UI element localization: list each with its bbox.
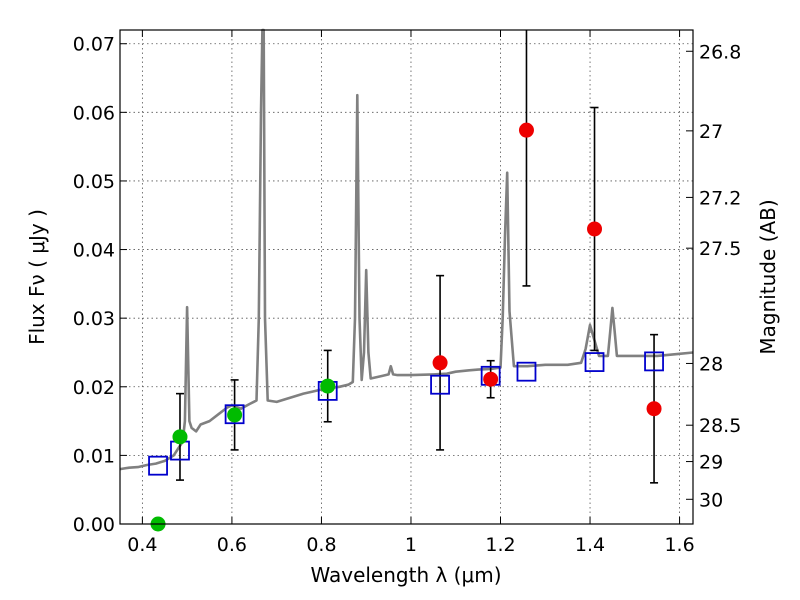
plot-frame (119, 29, 694, 525)
model-square (644, 351, 664, 372)
red-data-point (483, 371, 499, 387)
red-data-point (518, 122, 534, 138)
x-tick-label: 1 (405, 534, 417, 556)
y-tick-label: 0.04 (73, 240, 115, 262)
model-square (224, 404, 245, 425)
right-tick-label: 30 (699, 489, 723, 511)
model-spectrum (119, 28, 694, 471)
model-square (584, 352, 605, 372)
green-data-point (320, 378, 336, 394)
x-tick-label: 0.8 (306, 534, 336, 556)
y-tick-label: 0.06 (73, 102, 115, 124)
right-axis-title: Magnitude (AB) (756, 199, 780, 354)
tick-marks (120, 30, 693, 525)
right-tick-label: 29 (699, 452, 723, 474)
x-tick-label: 0.6 (217, 534, 247, 556)
y-axis-title: Flux Fν ( μJy ) (25, 209, 49, 345)
x-tick-label: 1.4 (575, 534, 605, 556)
x-tick-label: 1.6 (664, 534, 694, 556)
right-tick-label: 28 (699, 353, 723, 375)
y-tick-label: 0.07 (73, 34, 115, 56)
right-tick-label: 26.8 (699, 41, 741, 63)
y-tick-labels: 0.00 0.01 0.02 0.03 0.04 0.05 0.06 0.07 (73, 34, 115, 536)
right-tick-label: 27.2 (699, 187, 741, 209)
x-axis-title: Wavelength λ (μm) (310, 563, 501, 587)
y-tick-label: 0.03 (73, 308, 115, 330)
right-tick-labels: 26.8 27 27.2 27.5 28 28.5 29 30 (699, 41, 741, 511)
model-square (148, 455, 168, 476)
x-tick-label: 1.2 (485, 534, 515, 556)
y-tick-label: 0.01 (73, 445, 115, 467)
green-data-point (172, 429, 188, 445)
model-square (516, 361, 537, 382)
y-tick-label: 0.00 (73, 514, 115, 536)
x-tick-label: 0.4 (127, 534, 157, 556)
red-data-point (587, 221, 603, 237)
red-data-point (432, 355, 448, 371)
x-tick-labels: 0.4 0.6 0.8 1 1.2 1.4 1.6 (127, 534, 694, 556)
observed-points (150, 122, 662, 532)
y-tick-label: 0.05 (73, 171, 115, 193)
grid-lines (120, 30, 693, 524)
green-data-point (227, 407, 243, 423)
right-tick-label: 27.5 (699, 238, 741, 260)
right-tick-label: 28.5 (699, 415, 741, 437)
model-photometry-squares (148, 351, 664, 476)
error-bars (175, 30, 659, 484)
red-data-point (646, 401, 662, 417)
model-spectrum-line (119, 28, 694, 471)
model-square (430, 374, 450, 395)
right-tick-label: 27 (699, 121, 723, 143)
y-tick-label: 0.02 (73, 377, 115, 399)
